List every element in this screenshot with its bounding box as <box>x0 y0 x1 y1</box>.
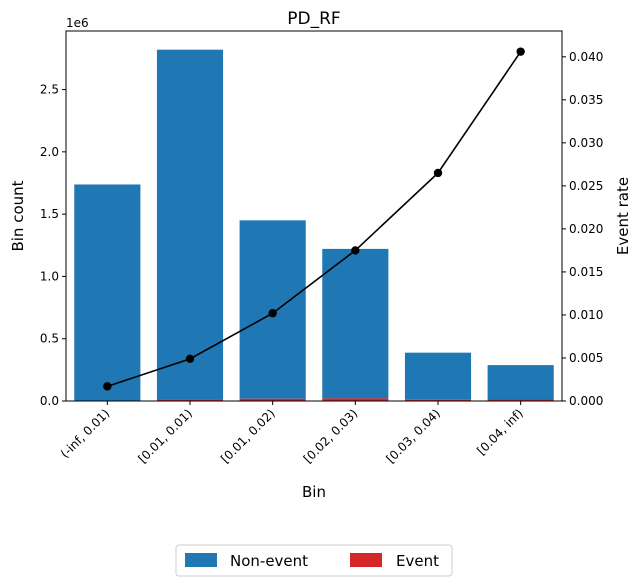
bar-non-event <box>487 365 554 400</box>
x-tick-label: [0.02, 0.03) <box>301 406 361 466</box>
y-right-tick-label: 0.025 <box>569 179 603 193</box>
y-right-tick-label: 0.020 <box>569 222 603 236</box>
y-left-tick-label: 1.5 <box>40 207 59 221</box>
bar-event <box>322 398 389 401</box>
y-right-tick-label: 0.040 <box>569 50 603 64</box>
y-left-tick-label: 2.5 <box>40 83 59 97</box>
y-right-tick-label: 0.010 <box>569 308 603 322</box>
y-left-tick-label: 0.5 <box>40 332 59 346</box>
x-axis-label: Bin <box>302 483 326 501</box>
plot-frame <box>65 30 563 402</box>
y-right-tick-label: 0.015 <box>569 265 603 279</box>
legend-box <box>175 544 453 577</box>
y-left-tick-label: 1.0 <box>40 269 59 283</box>
bar-non-event <box>74 184 141 401</box>
y-right-tick-label: 0.000 <box>569 394 603 408</box>
y-right-tick-label: 0.035 <box>569 93 603 107</box>
y-left-multiplier: 1e6 <box>66 16 89 30</box>
bar-non-event <box>404 352 472 400</box>
x-tick-label: [0.03, 0.04) <box>383 406 443 466</box>
x-tick-label: [0.04, inf) <box>474 406 526 458</box>
bar-non-event <box>322 248 389 399</box>
event-rate-point <box>433 168 443 178</box>
bar-event <box>404 399 472 401</box>
bar-event <box>239 398 306 401</box>
y-right-axis-label: Event rate <box>614 177 632 255</box>
bar-event <box>156 399 224 401</box>
event-rate-point <box>516 47 525 56</box>
y-left-tick-label: 2.0 <box>40 145 59 159</box>
event-rate-line <box>107 51 522 388</box>
bar-event <box>487 399 554 401</box>
legend-label-non-event: Non-event <box>230 552 308 570</box>
x-tick-label: [0.01, 0.02) <box>218 406 278 466</box>
y-right-tick-label: 0.005 <box>569 351 603 365</box>
chart-title: PD_RF <box>287 9 340 29</box>
legend-swatch-event <box>350 553 382 567</box>
y-left-tick-label: 0.0 <box>40 394 59 408</box>
event-rate-point <box>103 382 112 391</box>
legend-swatch-non-event <box>185 553 217 567</box>
y-right-tick-label: 0.030 <box>569 136 603 150</box>
y-left-axis-label: Bin count <box>9 180 27 251</box>
x-tick-label: [0.01, 0.01) <box>135 406 195 466</box>
legend-label-event: Event <box>396 552 439 570</box>
bar-non-event <box>156 49 224 400</box>
legend: Non-event Event <box>175 544 453 577</box>
x-tick-label: (-inf, 0.01) <box>58 406 113 461</box>
event-rate-point <box>268 309 277 318</box>
event-rate-point <box>185 354 195 364</box>
event-rate-point <box>351 246 360 255</box>
